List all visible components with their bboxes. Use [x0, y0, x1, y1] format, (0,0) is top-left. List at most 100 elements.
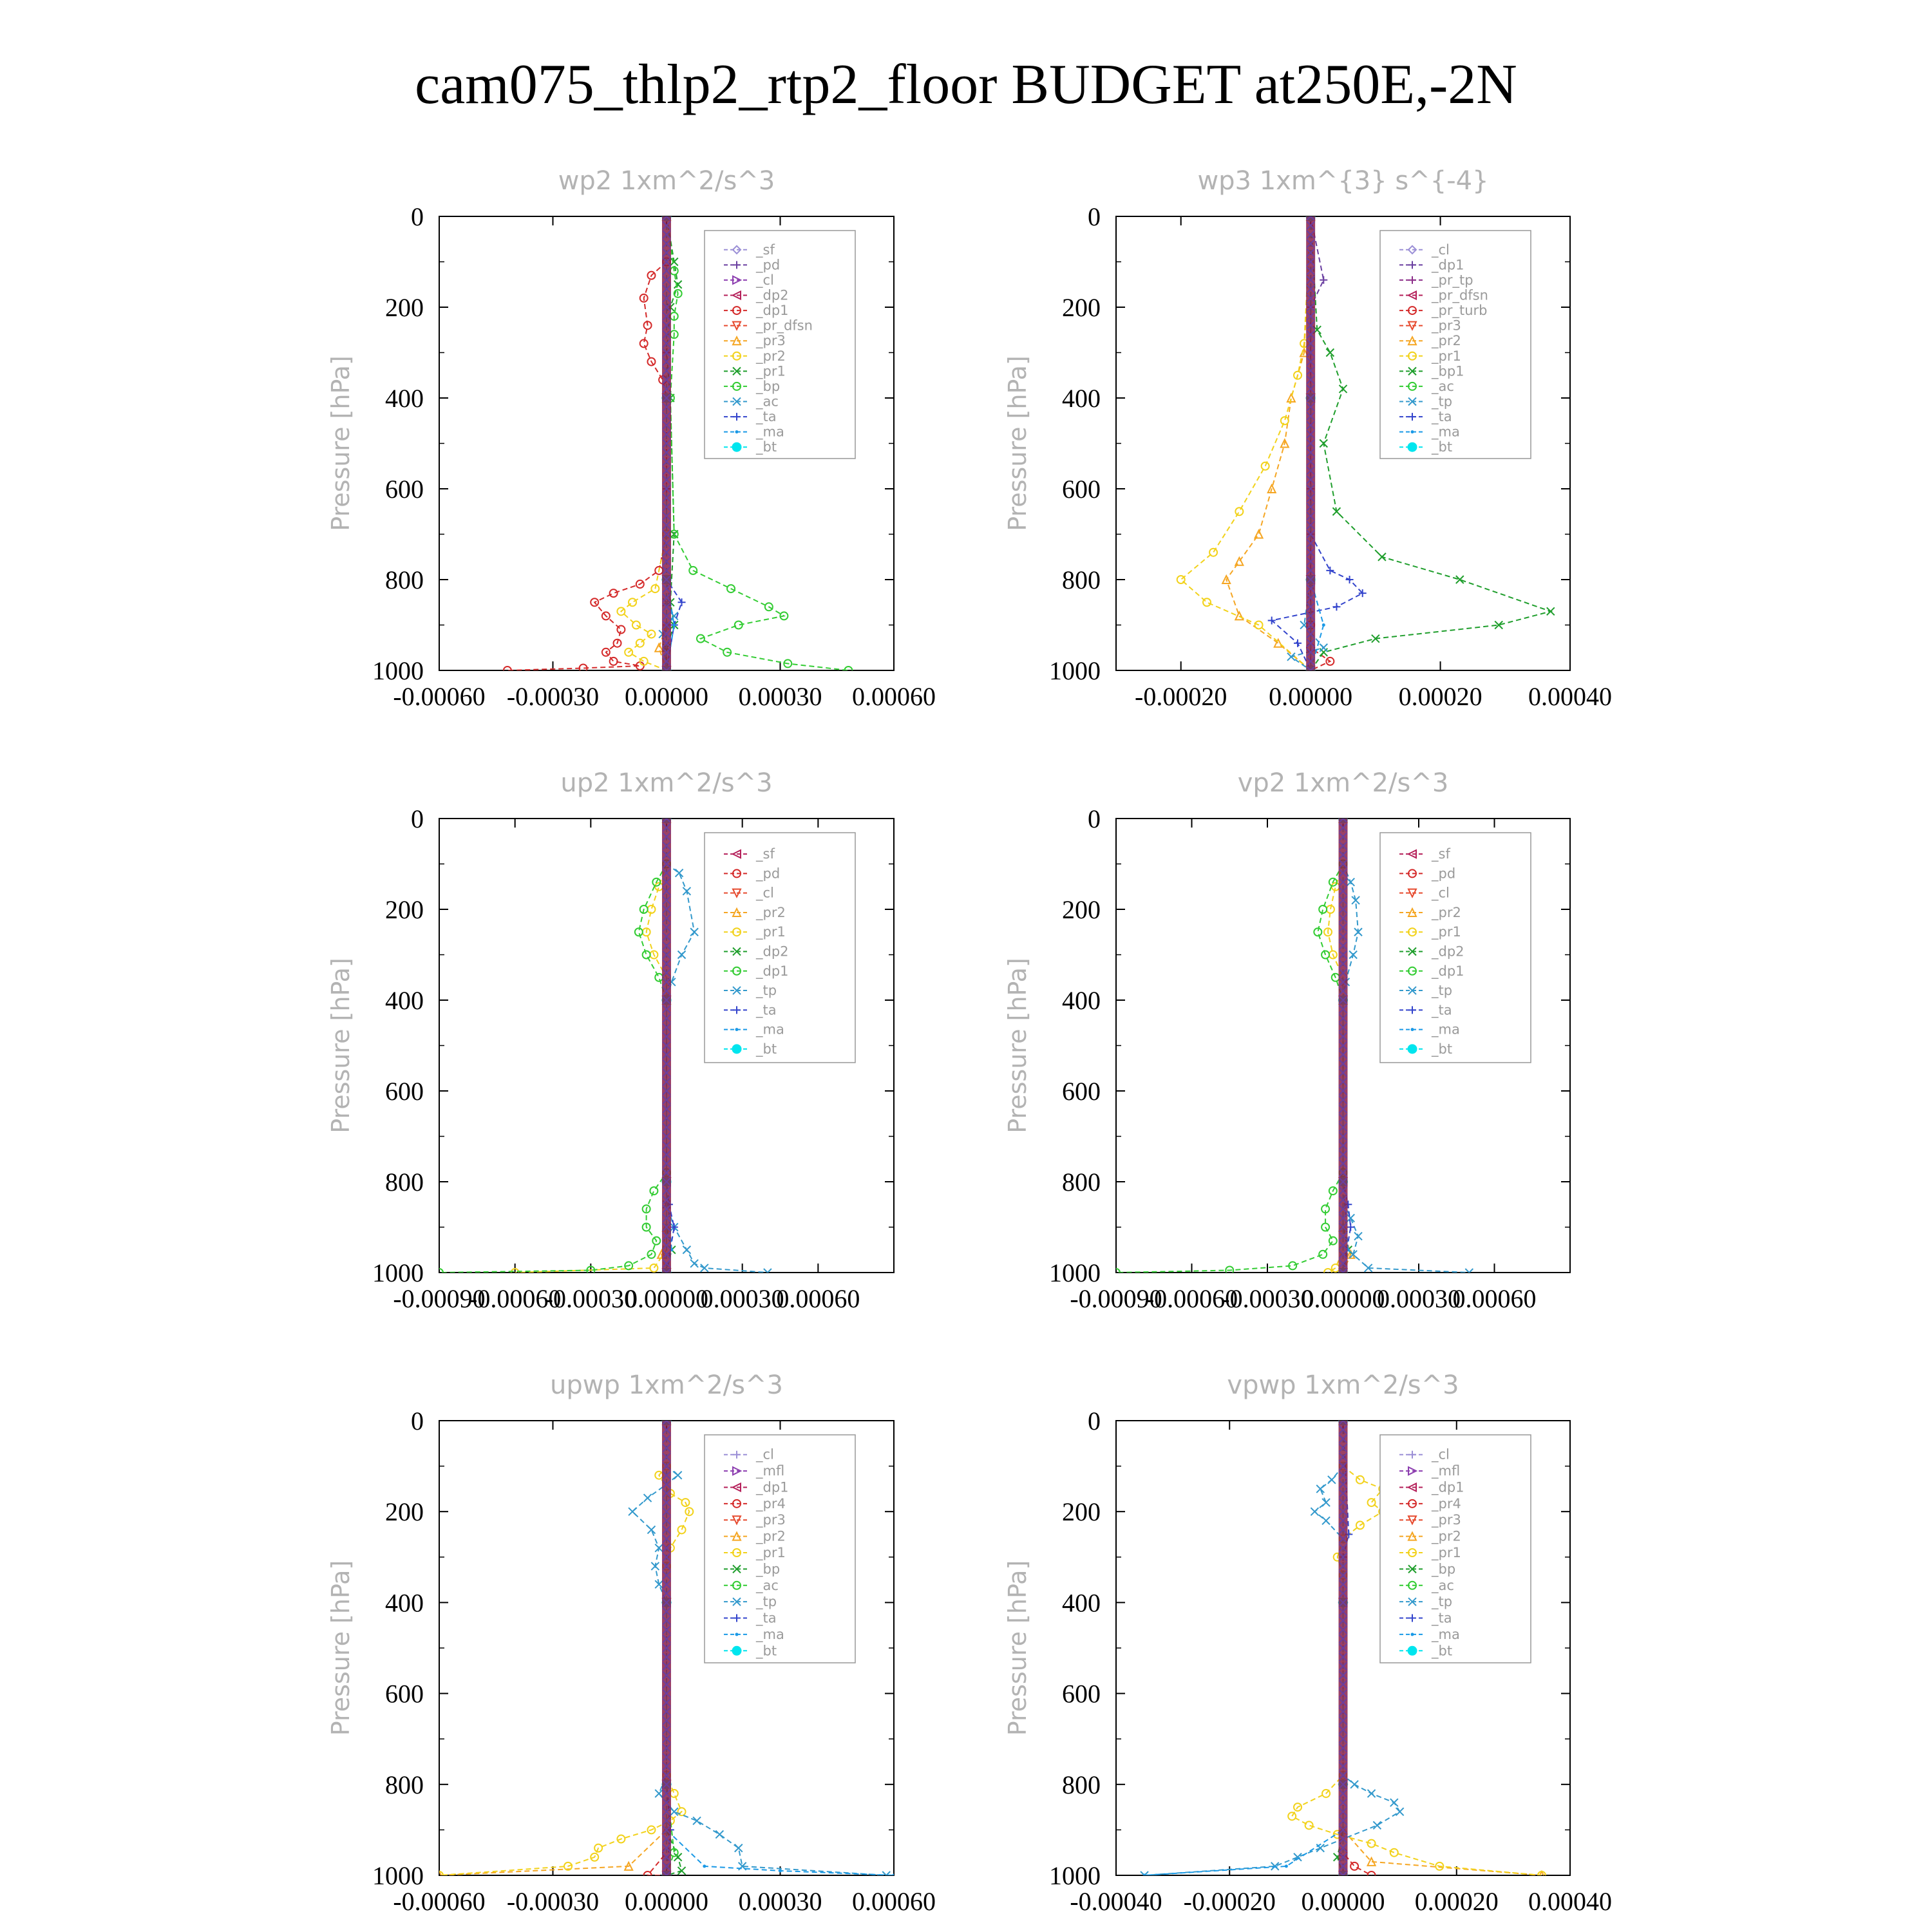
- legend-marker: [732, 1597, 741, 1606]
- x-tick-label: 0.00040: [1528, 1887, 1612, 1916]
- legend-marker: [732, 947, 741, 956]
- zero-marker: [662, 1222, 671, 1232]
- legend-label: _cl: [755, 1447, 774, 1463]
- zero-marker: [662, 1843, 671, 1853]
- zero-marker: [662, 520, 671, 530]
- series-marker: [634, 927, 643, 937]
- legend-label: _sf: [1431, 846, 1450, 862]
- legend-marker: [732, 869, 741, 878]
- zero-marker: [1338, 1853, 1348, 1862]
- y-tick-label: 400: [1062, 1588, 1101, 1617]
- series-marker: [639, 339, 649, 348]
- series-marker: [1320, 276, 1328, 284]
- zero-marker: [1338, 959, 1348, 969]
- series-marker: [647, 1249, 656, 1259]
- series-marker: [616, 1834, 626, 1844]
- chart-panel-6: vpwp 1xm^2/s^3 Pressure [hPa] 0 200 400 600 80…: [1003, 1370, 1612, 1916]
- zero-marker: [662, 412, 671, 421]
- zero-marker: [662, 968, 671, 978]
- zero-marker: [1338, 1770, 1348, 1780]
- x-tick-label: -0.00030: [1221, 1284, 1313, 1313]
- zero-marker: [662, 602, 671, 612]
- y-tick-label: 800: [1062, 1168, 1101, 1197]
- zero-marker: [662, 1023, 671, 1032]
- series-marker: [1234, 611, 1244, 621]
- series-layer: [502, 216, 853, 670]
- zero-marker: [662, 1734, 671, 1743]
- zero-marker: [662, 868, 671, 878]
- legend-label: _ma: [755, 1627, 784, 1643]
- zero-marker: [662, 1104, 671, 1113]
- series-line: [1180, 216, 1312, 670]
- series-marker: [677, 1866, 687, 1875]
- zero-marker: [1306, 511, 1315, 521]
- series-marker: [1435, 1861, 1444, 1871]
- zero-marker: [1306, 466, 1315, 475]
- series-marker: [763, 1268, 772, 1273]
- zero-marker: [662, 1634, 671, 1643]
- series-marker: [1345, 576, 1354, 583]
- series-marker: [601, 611, 611, 621]
- legend-marker: [731, 290, 741, 301]
- series-marker: [1142, 1873, 1146, 1875]
- zero-marker: [662, 1743, 671, 1753]
- series-marker: [616, 625, 626, 634]
- legend-marker: [1408, 1450, 1416, 1459]
- zero-marker: [1338, 1689, 1348, 1698]
- legend: _cl_mfl_dp1_pr4_pr3_pr2_pr1_bp_ac_tp_ta_…: [704, 1434, 856, 1663]
- zero-marker: [1306, 366, 1315, 375]
- series-marker: [1455, 575, 1464, 584]
- y-tick-label: 200: [385, 895, 424, 924]
- series-marker: [715, 1830, 724, 1839]
- legend-label: _mfl: [1431, 1463, 1460, 1479]
- legend-label: _pr_dfsn: [755, 318, 813, 334]
- legend-marker: [732, 351, 741, 361]
- legend-label: _cl: [755, 886, 774, 902]
- zero-marker: [662, 1141, 671, 1150]
- legend-box: [704, 832, 856, 1063]
- series-marker: [677, 598, 686, 607]
- legend-label: _cl: [1431, 242, 1450, 258]
- zero-marker: [1338, 1086, 1348, 1095]
- series-marker: [647, 357, 656, 366]
- zero-marker: [1338, 1195, 1348, 1204]
- zero-marker: [1306, 648, 1315, 657]
- zero-marker: [662, 1534, 671, 1544]
- y-tick-label: 1000: [1049, 1258, 1101, 1287]
- series-marker: [1221, 574, 1231, 584]
- zero-marker: [662, 1150, 671, 1159]
- y-tick-label: 400: [1062, 384, 1101, 413]
- legend: _sf _pd _cl _pr2 _pr1 _dp2 _dp1 _tp _ta _ma _bt: [704, 832, 856, 1063]
- zero-marker: [662, 1707, 671, 1716]
- zero-marker: [1338, 1240, 1348, 1250]
- zero-marker: [662, 402, 671, 412]
- zero-marker: [662, 221, 671, 230]
- series-marker: [510, 1268, 520, 1273]
- series-marker: [1209, 547, 1218, 557]
- zero-marker: [662, 1589, 671, 1598]
- zero-marker: [1338, 923, 1348, 932]
- zero-marker: [1338, 1543, 1348, 1553]
- x-tick-label: 0.00030: [701, 1284, 784, 1313]
- series-marker: [1332, 507, 1341, 516]
- zero-marker: [1306, 294, 1315, 303]
- series-marker: [639, 293, 649, 303]
- zero-marker: [1306, 384, 1315, 393]
- zero-marker: [1338, 996, 1348, 1005]
- legend-label: _dp1: [755, 303, 789, 319]
- legend-marker: [732, 907, 742, 917]
- series-marker: [1546, 607, 1555, 616]
- legend-marker: [1408, 1499, 1417, 1508]
- zero-marker: [1306, 657, 1315, 666]
- series-marker: [670, 257, 679, 267]
- legend-label: _bp: [755, 379, 780, 395]
- series-marker: [1202, 598, 1211, 607]
- series-marker: [1293, 370, 1302, 380]
- series-marker: [624, 647, 634, 657]
- legend-marker: [733, 1450, 741, 1459]
- x-tick-label: 0.00020: [1415, 1887, 1499, 1916]
- series-marker: [688, 565, 698, 575]
- series-marker: [643, 321, 652, 330]
- x-tick-label: 0.00000: [1302, 1284, 1385, 1313]
- series-marker: [616, 607, 626, 616]
